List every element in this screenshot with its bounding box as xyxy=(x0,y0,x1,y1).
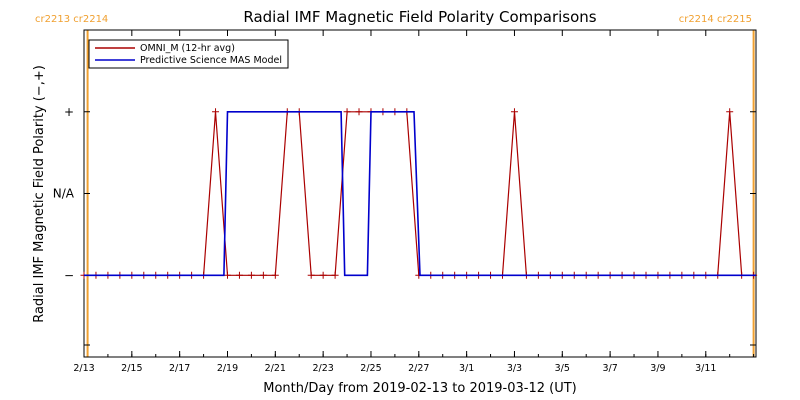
data-point xyxy=(726,108,734,116)
legend-label-mas: Predictive Science MAS Model xyxy=(140,55,282,66)
data-point xyxy=(510,108,518,116)
legend-box xyxy=(88,39,289,69)
x-tick-label: 2/13 xyxy=(73,363,94,374)
carrington-label: cr2213 cr2214 xyxy=(35,14,108,25)
x-tick-label: 2/17 xyxy=(169,363,190,374)
data-point xyxy=(235,271,243,279)
legend-label-omni: OMNI_M (12-hr avg) xyxy=(140,43,235,54)
data-point xyxy=(271,271,279,279)
data-point xyxy=(212,108,220,116)
chart-title: Radial IMF Magnetic Field Polarity Compa… xyxy=(243,8,596,26)
x-tick-label: 2/19 xyxy=(217,363,238,374)
x-tick-label: 2/25 xyxy=(360,363,381,374)
x-tick-label: 3/3 xyxy=(507,363,522,374)
data-point xyxy=(343,108,351,116)
series-lines xyxy=(80,108,758,279)
data-point xyxy=(247,271,255,279)
y-axis-label: Radial IMF Magnetic Field Polarity (−,+) xyxy=(32,65,47,323)
series-line-mas xyxy=(84,111,756,277)
x-tick-label: 2/23 xyxy=(312,363,333,374)
data-point xyxy=(307,271,315,279)
x-axis-ticks: 2/13 2/15 2/17 2/19 2/21 2/23 2/25 2/27 3/1 3/3 3/… xyxy=(73,30,755,374)
data-point xyxy=(355,108,363,116)
x-tick-label: 2/21 xyxy=(265,363,286,374)
data-point xyxy=(259,271,267,279)
y-axis-ticks: + N/A − xyxy=(53,105,756,346)
x-tick-label: 3/5 xyxy=(555,363,570,374)
y-tick-label: − xyxy=(64,268,74,282)
carrington-label: cr2214 cr2215 xyxy=(679,14,752,25)
x-tick-label: 3/7 xyxy=(602,363,617,374)
data-point xyxy=(319,271,327,279)
x-tick-label: 2/15 xyxy=(121,363,142,374)
y-tick-label: N/A xyxy=(53,187,75,201)
x-tick-label: 2/27 xyxy=(408,363,429,374)
data-point xyxy=(331,271,339,279)
x-tick-label: 3/11 xyxy=(695,363,716,374)
x-tick-label: 3/9 xyxy=(650,363,665,374)
plot-frame xyxy=(83,29,757,358)
data-point xyxy=(223,271,231,279)
legend: OMNI_M (12-hr avg) Predictive Science MA… xyxy=(88,39,289,69)
y-tick-label: + xyxy=(64,105,74,119)
x-tick-label: 3/1 xyxy=(459,363,474,374)
x-axis-label: Month/Day from 2019-02-13 to 2019-03-12 … xyxy=(263,381,576,396)
